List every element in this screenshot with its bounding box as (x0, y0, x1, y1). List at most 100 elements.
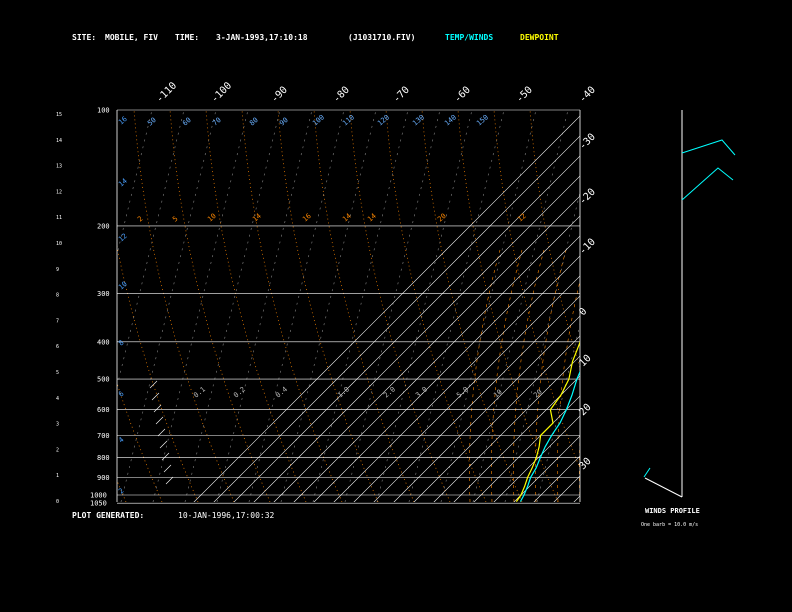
height-km-label: 2 (56, 447, 59, 453)
isotherm-line (453, 375, 580, 502)
winds-profile-title: WINDS PROFILE (645, 507, 700, 515)
isotherm-line (213, 135, 580, 502)
isotherm-top-label: -60 (452, 85, 473, 106)
height-km-label: 4 (56, 396, 59, 402)
moist-adiabat (513, 249, 545, 502)
wind-barb (163, 464, 172, 473)
theta-label: 90 (278, 116, 290, 128)
dry-adiabat (117, 382, 163, 502)
mixing-ratio-line (280, 110, 377, 502)
theta-label: 60 (181, 116, 193, 128)
moist-theta-label: 14 (251, 212, 263, 224)
dry-adiabat (493, 110, 580, 470)
isotherm-line (553, 475, 580, 502)
mixing-ratio-line (376, 110, 473, 502)
height-scale-label: 4 (117, 436, 125, 445)
height-km-label: 5 (56, 370, 59, 376)
isotherm-top-label: -90 (269, 85, 290, 106)
isotherm-line (293, 215, 580, 502)
isotherm-line (373, 295, 580, 502)
isotherm-top-label: -110 (154, 80, 179, 105)
dry-adiabat (313, 110, 415, 502)
isotherm-right-label: 0 (577, 306, 589, 318)
wind-barb (149, 380, 158, 389)
moist-adiabat (491, 249, 523, 502)
wind-barb (153, 404, 162, 413)
mixing-ratio-label: 2.0 (382, 385, 397, 399)
isotherm-line (493, 415, 580, 502)
dewpoint-line (515, 340, 580, 502)
isotherm-line (413, 335, 580, 502)
height-scale-label: 6 (117, 390, 125, 399)
mixing-ratio-line (184, 110, 281, 502)
isotherm-line (193, 115, 580, 502)
wind-barb (157, 428, 166, 437)
mixing-ratio-label: 0.1 (192, 385, 207, 399)
temp-winds-legend: TEMP/WINDS (445, 33, 494, 42)
dry-adiabat (0, 110, 90, 502)
moist-theta-label: 12 (516, 212, 528, 224)
height-scale-label: 2 (117, 487, 125, 496)
theta-label: 150 (475, 113, 490, 127)
isotherm-top-label: -70 (391, 85, 412, 106)
mixing-ratio-line (440, 110, 537, 502)
wind-barb (165, 476, 174, 485)
moist-theta-label: 20 (436, 212, 448, 224)
site-label: SITE: (72, 33, 97, 42)
height-km-label: 9 (56, 267, 59, 273)
dry-adiabat (277, 110, 379, 502)
time-label: TIME: (175, 33, 200, 42)
mixing-ratio-line (408, 110, 505, 502)
isobar-label: 100 (97, 107, 110, 115)
mixing-ratio-label: 0.4 (274, 385, 289, 399)
mixing-ratio-label: 20 (532, 388, 544, 400)
isotherm-top-label: -80 (331, 85, 352, 106)
isobar-label: 300 (97, 290, 110, 298)
dry-adiabat (117, 479, 127, 502)
moist-theta-label: 5 (171, 215, 179, 224)
height-scale-label: 16 (117, 115, 129, 127)
isobar-label: 1000 (90, 492, 107, 500)
upper-wind-barb (681, 139, 736, 156)
time-value: 3-JAN-1993,17:10:18 (216, 33, 308, 42)
wind-barb (159, 440, 168, 449)
height-km-label: 7 (56, 318, 59, 324)
mixing-ratio-line (344, 110, 441, 502)
height-scale-label: 10 (117, 280, 129, 292)
temperature-line (519, 370, 580, 502)
mixing-ratio-label: 5.0 (455, 385, 470, 399)
isotherm-line (593, 110, 792, 503)
moist-theta-label: 14 (341, 212, 353, 224)
file-id: (J1031710.FIV) (348, 33, 416, 42)
theta-label: 110 (341, 113, 356, 127)
height-km-label: 14 (56, 138, 62, 144)
mixing-ratio-line (536, 323, 580, 502)
height-km-label: 10 (56, 241, 62, 247)
theta-label: 140 (443, 113, 458, 127)
mixing-ratio-label: 10 (492, 388, 504, 400)
mixing-ratio-line (312, 110, 409, 502)
isotherm-line (433, 355, 580, 502)
winds-profile-panel (643, 110, 736, 498)
wind-barb (161, 452, 170, 461)
axis-labels: 1002003004005006007008009001000105015141… (56, 80, 598, 507)
dry-adiabat (385, 110, 487, 502)
isotherm-line (473, 395, 580, 502)
diagram-grid (0, 110, 792, 503)
height-km-label: 0 (56, 499, 59, 505)
mixing-ratio-line (216, 110, 313, 502)
theta-label: 70 (211, 116, 223, 128)
height-km-label: 3 (56, 422, 59, 428)
moist-theta-label: 14 (366, 212, 378, 224)
isotherm-top-label: -100 (209, 80, 234, 105)
mixing-ratio-line (472, 110, 569, 502)
height-scale-label: 14 (117, 177, 129, 189)
plot-generated-value: 10-JAN-1996,17:00:32 (178, 511, 275, 520)
plot-generated-label: PLOT GENERATED: (72, 511, 145, 520)
height-km-label: 1 (56, 473, 59, 479)
isotherm-line (273, 195, 580, 502)
height-km-label: 6 (56, 344, 59, 350)
isotherm-line (513, 435, 580, 502)
height-km-label: 8 (56, 293, 59, 299)
isotherm-right-label: -30 (577, 132, 598, 153)
